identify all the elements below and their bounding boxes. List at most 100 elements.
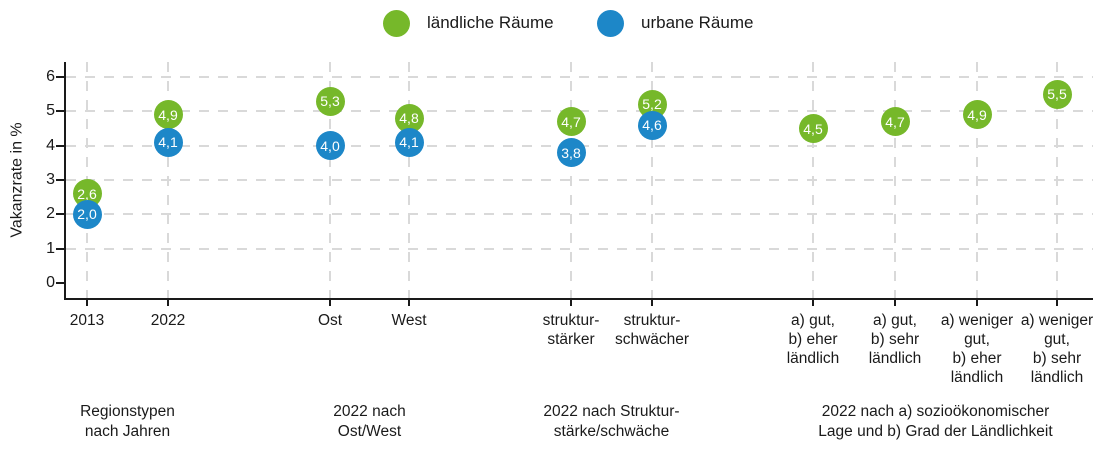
x-axis-tick [812, 298, 814, 306]
x-category-label: a) weniger gut, b) sehr ländlich [992, 311, 1103, 387]
x-group-label-line: nach Jahren [84, 423, 171, 440]
data-point-rural: 5,3 [315, 86, 345, 116]
x-axis-tick [651, 298, 653, 306]
y-axis-tick [56, 76, 64, 78]
x-group-label: 2022 nach a) sozioökonomischer Lage und b… [776, 402, 1096, 442]
x-group-label-line: Lage und b) Grad der Ländlichkeit [818, 423, 1053, 440]
y-tick-label: 1 [46, 239, 55, 257]
x-category-label-line: schwächer [614, 331, 690, 348]
y-tick-label: 0 [46, 274, 55, 291]
data-point-rural: 4,8 [394, 103, 424, 133]
x-group-label: Regionstypen nach Jahren [0, 402, 288, 442]
x-axis-tick [570, 298, 572, 306]
data-point-rural: 4,5 [798, 114, 828, 143]
y-axis-tick [56, 213, 64, 216]
x-category-label-line: 2022 [150, 312, 186, 329]
horizontal-gridline [66, 247, 1093, 250]
y-tick-label: 6 [46, 68, 55, 85]
x-category-label-line: a) gut, [791, 312, 835, 329]
y-tick-label: 5 [46, 102, 55, 120]
vertical-gridline [1056, 62, 1058, 298]
data-point-rural: 4,7 [880, 107, 910, 137]
x-category-label: 2022 [103, 311, 233, 330]
x-category-label-line: b) eher [788, 331, 838, 348]
x-category-label: struktur-schwächer [587, 311, 717, 349]
vertical-gridline [976, 62, 978, 298]
x-axis-tick [86, 298, 88, 306]
x-axis-line [64, 298, 1093, 300]
y-tick-label: 4 [46, 136, 55, 154]
x-category-label-line: West [391, 312, 427, 329]
y-tick-label: 2 [46, 205, 55, 223]
data-point-rural: 4,7 [556, 107, 586, 137]
x-group-label: 2022 nach Ost/West [210, 402, 530, 442]
x-category-label-line: Ost [317, 312, 343, 329]
y-axis-line [64, 62, 66, 300]
x-axis-tick [1056, 298, 1058, 306]
y-axis-tick [56, 282, 64, 284]
x-group-label-line: 2022 nach Struktur- [543, 403, 680, 420]
vertical-gridline [570, 62, 572, 298]
legend-label-urban: urbane Räume [641, 13, 754, 32]
data-point-rural: 5,5 [1042, 79, 1072, 109]
x-category-label-line: ländlich [868, 350, 922, 367]
data-point-urban: 4,1 [153, 127, 183, 157]
horizontal-gridline [66, 76, 1093, 78]
rural-series-color-dot-icon [383, 9, 410, 37]
x-category-label-line: b) eher [952, 350, 1002, 367]
x-category-label-line: gut, [964, 331, 990, 348]
y-axis-tick [56, 179, 64, 181]
vertical-gridline [651, 62, 653, 298]
y-axis-tick [56, 110, 64, 113]
vertical-gridline [329, 62, 331, 298]
x-axis-tick [329, 298, 331, 306]
x-category-label-line: struktur- [542, 312, 600, 329]
x-category-label-line: ländlich [1030, 369, 1084, 386]
vertical-gridline [167, 62, 169, 298]
x-category-label: West [344, 311, 474, 330]
data-point-urban: 3,8 [556, 138, 586, 168]
x-group-label-line: 2022 nach a) sozioökonomischer [821, 403, 1050, 420]
vertical-gridline [812, 62, 814, 298]
x-category-label-line: b) sehr [870, 331, 920, 348]
x-category-label: Ost [265, 311, 395, 330]
x-group-label-line: Regionstypen [80, 403, 175, 420]
x-category-label: a) gut, b) sehr ländlich [830, 311, 960, 368]
vertical-gridline [894, 62, 896, 298]
x-group-label-line: 2022 nach [333, 403, 406, 420]
data-point-urban: 4,0 [315, 131, 345, 161]
x-group-label-line: Ost/West [337, 423, 402, 440]
vertical-gridline [408, 62, 410, 298]
data-point-urban: 4,1 [394, 127, 424, 157]
x-category-label-line: struktur- [623, 312, 681, 329]
x-group-label-line: stärke/schwäche [553, 423, 670, 440]
y-axis-tick [56, 247, 64, 250]
x-category-label: 2013 [22, 311, 152, 330]
data-point-urban: 2,0 [72, 199, 102, 229]
x-category-label-line: ländlich [950, 369, 1004, 386]
x-category-label-line: a) weniger [940, 312, 1014, 329]
x-axis-tick [167, 298, 169, 306]
data-point-rural: 4,9 [153, 100, 183, 130]
x-category-label: a) gut, b) eher ländlich [748, 311, 878, 368]
data-point-urban: 4,6 [637, 110, 667, 140]
x-category-label-line: a) weniger [1020, 312, 1094, 329]
legend-item-urbane-raeume: urbane Räume [597, 9, 753, 37]
x-axis-tick [894, 298, 896, 306]
legend-label-rural: ländliche Räume [427, 13, 554, 32]
x-axis-tick [976, 298, 978, 306]
x-category-label-line: b) sehr [1032, 350, 1082, 367]
x-category-label-line: gut, [1044, 331, 1070, 348]
horizontal-gridline [66, 213, 1093, 216]
x-category-label: a) weniger gut, b) eher ländlich [912, 311, 1042, 387]
x-axis-tick [408, 298, 410, 306]
x-category-label-line: ländlich [786, 350, 840, 367]
horizontal-gridline [66, 179, 1093, 181]
x-category-label: struktur-stärker [506, 311, 636, 349]
x-category-label-line: stärker [547, 331, 595, 348]
legend-item-laendliche-raeume: ländliche Räume [383, 9, 554, 37]
x-category-label-line: 2013 [69, 312, 105, 329]
y-tick-label: 3 [46, 171, 55, 188]
urban-series-color-dot-icon [597, 9, 624, 37]
